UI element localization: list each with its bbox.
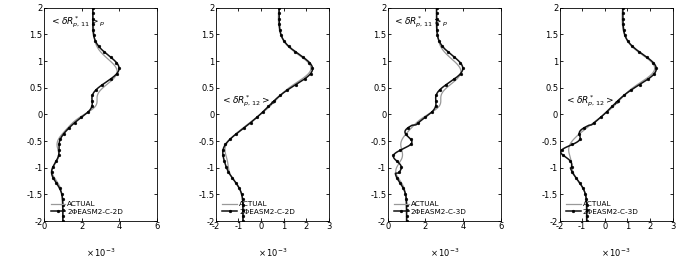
Text: $< \delta R^*_{p,11}>_p$: $< \delta R^*_{p,11}>_p$ bbox=[49, 14, 105, 30]
ACTUAL bbox=[232, 182, 240, 185]
2ΦEASM2-C-3D bbox=[568, 165, 576, 168]
ACTUAL bbox=[302, 59, 310, 62]
Text: $\times\,10^{-3}$: $\times\,10^{-3}$ bbox=[429, 247, 459, 257]
ACTUAL bbox=[437, 94, 445, 97]
2ΦEASM2-C-2D bbox=[222, 165, 230, 168]
2ΦEASM2-C-3D bbox=[454, 59, 462, 62]
ACTUAL bbox=[274, 6, 283, 9]
Line: ACTUAL: ACTUAL bbox=[52, 8, 117, 221]
Text: $< \delta R^*_{p,11}>_p$: $< \delta R^*_{p,11}>_p$ bbox=[393, 14, 448, 30]
ACTUAL bbox=[276, 94, 285, 97]
2ΦEASM2-C-3D bbox=[583, 219, 591, 223]
2ΦEASM2-C-3D bbox=[647, 59, 655, 62]
Text: $\times\,10^{-3}$: $\times\,10^{-3}$ bbox=[258, 247, 287, 257]
ACTUAL bbox=[224, 165, 233, 168]
2ΦEASM2-C-2D bbox=[303, 59, 311, 62]
ACTUAL bbox=[646, 59, 654, 62]
2ΦEASM2-C-3D bbox=[433, 6, 441, 9]
Text: $< \delta R^*_{p,12}>_p$: $< \delta R^*_{p,12}>_p$ bbox=[222, 93, 276, 108]
ACTUAL bbox=[93, 94, 101, 97]
ACTUAL bbox=[299, 77, 307, 80]
Legend: ACTUAL, 2ΦEASM2-C-3D: ACTUAL, 2ΦEASM2-C-3D bbox=[393, 201, 468, 215]
ACTUAL bbox=[105, 59, 114, 62]
Line: 2ΦEASM2-C-3D: 2ΦEASM2-C-3D bbox=[392, 6, 464, 222]
Text: $\times\,10^{-3}$: $\times\,10^{-3}$ bbox=[602, 247, 631, 257]
2ΦEASM2-C-2D bbox=[89, 94, 97, 97]
ACTUAL bbox=[393, 165, 402, 168]
2ΦEASM2-C-3D bbox=[397, 165, 405, 168]
ACTUAL bbox=[59, 219, 67, 223]
ACTUAL bbox=[454, 77, 462, 80]
Text: $< \delta R^*_{p,12}>_p$: $< \delta R^*_{p,12}>_p$ bbox=[565, 93, 621, 108]
ACTUAL bbox=[403, 219, 411, 223]
2ΦEASM2-C-2D bbox=[68, 123, 76, 126]
2ΦEASM2-C-2D bbox=[276, 94, 285, 97]
Legend: ACTUAL, 2ΦEASM2-C-2D: ACTUAL, 2ΦEASM2-C-2D bbox=[222, 201, 295, 215]
ACTUAL bbox=[239, 219, 247, 223]
ACTUAL bbox=[568, 165, 576, 168]
2ΦEASM2-C-2D bbox=[107, 77, 115, 80]
Line: 2ΦEASM2-C-3D: 2ΦEASM2-C-3D bbox=[559, 6, 658, 222]
ACTUAL bbox=[450, 59, 458, 62]
ACTUAL bbox=[433, 6, 441, 9]
2ΦEASM2-C-3D bbox=[396, 182, 404, 185]
ACTUAL bbox=[620, 94, 628, 97]
ACTUAL bbox=[49, 165, 57, 168]
2ΦEASM2-C-2D bbox=[59, 219, 67, 223]
2ΦEASM2-C-2D bbox=[53, 182, 61, 185]
Line: ACTUAL: ACTUAL bbox=[395, 8, 461, 221]
ACTUAL bbox=[67, 123, 75, 126]
Line: ACTUAL: ACTUAL bbox=[569, 8, 654, 221]
2ΦEASM2-C-3D bbox=[619, 6, 627, 9]
Line: 2ΦEASM2-C-2D: 2ΦEASM2-C-2D bbox=[50, 6, 120, 222]
2ΦEASM2-C-2D bbox=[232, 182, 240, 185]
Legend: ACTUAL, 2ΦEASM2-C-3D: ACTUAL, 2ΦEASM2-C-3D bbox=[565, 201, 639, 215]
Legend: ACTUAL, 2ΦEASM2-C-2D: ACTUAL, 2ΦEASM2-C-2D bbox=[50, 201, 124, 215]
ACTUAL bbox=[576, 182, 584, 185]
ACTUAL bbox=[619, 6, 627, 9]
ACTUAL bbox=[243, 123, 251, 126]
2ΦEASM2-C-2D bbox=[110, 59, 118, 62]
ACTUAL bbox=[583, 219, 591, 223]
2ΦEASM2-C-2D bbox=[244, 123, 252, 126]
2ΦEASM2-C-3D bbox=[402, 219, 410, 223]
2ΦEASM2-C-2D bbox=[49, 165, 57, 168]
Line: 2ΦEASM2-C-2D: 2ΦEASM2-C-2D bbox=[222, 6, 314, 222]
2ΦEASM2-C-3D bbox=[645, 77, 653, 80]
2ΦEASM2-C-3D bbox=[451, 77, 459, 80]
2ΦEASM2-C-3D bbox=[412, 123, 420, 126]
2ΦEASM2-C-2D bbox=[275, 6, 283, 9]
2ΦEASM2-C-2D bbox=[301, 77, 309, 80]
ACTUAL bbox=[89, 6, 97, 9]
2ΦEASM2-C-2D bbox=[239, 219, 247, 223]
Line: ACTUAL: ACTUAL bbox=[225, 8, 311, 221]
ACTUAL bbox=[54, 182, 62, 185]
2ΦEASM2-C-2D bbox=[89, 6, 97, 9]
ACTUAL bbox=[110, 77, 118, 80]
2ΦEASM2-C-3D bbox=[588, 123, 596, 126]
Text: $\times\,10^{-3}$: $\times\,10^{-3}$ bbox=[86, 247, 115, 257]
ACTUAL bbox=[587, 123, 595, 126]
2ΦEASM2-C-3D bbox=[432, 94, 440, 97]
2ΦEASM2-C-3D bbox=[620, 94, 628, 97]
2ΦEASM2-C-3D bbox=[576, 182, 584, 185]
ACTUAL bbox=[410, 123, 418, 126]
ACTUAL bbox=[642, 77, 650, 80]
ACTUAL bbox=[397, 182, 406, 185]
